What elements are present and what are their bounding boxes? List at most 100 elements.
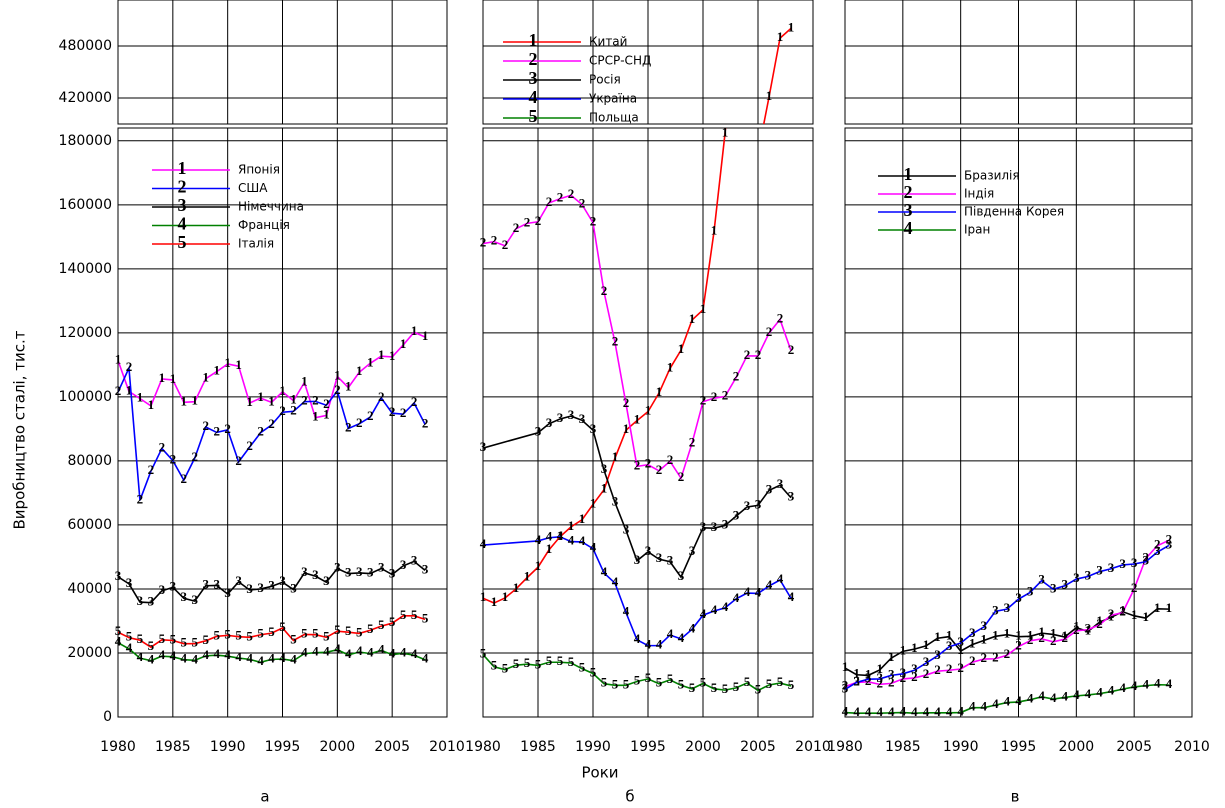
data-marker: 5 <box>755 681 762 696</box>
data-marker: 3 <box>246 581 253 596</box>
data-marker: 2 <box>722 388 729 403</box>
data-marker: 1 <box>1142 609 1149 624</box>
legend-label: Німеччина <box>238 200 304 214</box>
data-marker: 2 <box>356 415 363 430</box>
data-marker: 4 <box>126 640 133 655</box>
data-marker: 4 <box>1062 688 1069 703</box>
data-marker: 2 <box>1119 604 1126 619</box>
series-line <box>483 654 792 692</box>
data-marker: 4 <box>290 652 297 667</box>
series-line <box>118 560 426 604</box>
data-marker: 1 <box>1131 607 1138 622</box>
data-marker: 1 <box>159 370 166 385</box>
data-marker: 3 <box>969 625 976 640</box>
series-line <box>845 544 1170 691</box>
data-marker: 3 <box>1050 580 1057 595</box>
data-marker: 3 <box>535 424 542 439</box>
data-marker: 1 <box>992 627 999 642</box>
data-marker: 5 <box>546 653 553 668</box>
data-marker: 5 <box>301 625 308 640</box>
legend-number: 4 <box>529 87 538 107</box>
plot-frame <box>117 127 448 718</box>
data-marker: 5 <box>257 626 264 641</box>
data-marker: 4 <box>279 650 286 665</box>
data-marker: 4 <box>1108 683 1115 698</box>
data-marker: 1 <box>568 518 575 533</box>
x-tick-label: 1995 <box>630 739 666 755</box>
data-marker: 4 <box>1142 677 1149 692</box>
legend-number: 3 <box>529 68 538 88</box>
y-tick-label: 480000 <box>59 38 112 54</box>
data-marker: 5 <box>711 680 718 695</box>
data-marker: 5 <box>689 680 696 695</box>
data-marker: 3 <box>755 496 762 511</box>
data-marker: 2 <box>411 394 418 409</box>
data-marker: 1 <box>513 580 520 595</box>
data-marker: 1 <box>546 541 553 556</box>
data-marker: 3 <box>546 415 553 430</box>
data-marker: 1 <box>946 628 953 643</box>
x-tick-label: 1980 <box>100 739 136 755</box>
data-marker: 3 <box>733 507 740 522</box>
series-line <box>118 331 426 419</box>
data-marker: 3 <box>1108 560 1115 575</box>
data-marker: 3 <box>137 593 144 608</box>
y-tick-label: 20000 <box>67 645 112 661</box>
legend-number: 4 <box>178 214 187 234</box>
data-marker: 3 <box>279 573 286 588</box>
y-tick-label: 60000 <box>67 517 112 533</box>
data-marker: 5 <box>411 607 418 622</box>
data-marker: 2 <box>422 415 429 430</box>
data-marker: 3 <box>257 580 264 595</box>
data-marker: 2 <box>568 186 575 201</box>
data-marker: 3 <box>957 634 964 649</box>
data-marker: 2 <box>634 457 641 472</box>
data-marker: 3 <box>601 461 608 476</box>
data-marker: 4 <box>900 704 907 719</box>
data-marker: 4 <box>700 606 707 621</box>
data-marker: 3 <box>1131 555 1138 570</box>
data-marker: 3 <box>312 567 319 582</box>
data-marker: 3 <box>1038 572 1045 587</box>
data-marker: 2 <box>268 416 275 431</box>
data-marker: 4 <box>612 574 619 589</box>
data-marker: 4 <box>590 540 597 555</box>
data-marker: 2 <box>934 662 941 677</box>
data-marker: 5 <box>590 664 597 679</box>
data-marker: 5 <box>601 675 608 690</box>
data-marker: 1 <box>645 403 652 418</box>
data-marker: 4 <box>923 704 930 719</box>
data-marker: 2 <box>192 449 199 464</box>
data-marker: 1 <box>1096 613 1103 628</box>
data-marker: 2 <box>1050 633 1057 648</box>
data-marker: 2 <box>876 675 883 690</box>
data-marker: 3 <box>678 568 685 583</box>
data-marker: 3 <box>612 494 619 509</box>
data-marker: 3 <box>689 543 696 558</box>
data-marker: 2 <box>1131 580 1138 595</box>
data-marker: 1 <box>1050 625 1057 640</box>
data-marker: 2 <box>1073 622 1080 637</box>
x-tick-label: 1990 <box>943 739 979 755</box>
data-marker: 1 <box>334 367 341 382</box>
data-marker: 2 <box>170 452 177 467</box>
data-marker: 5 <box>192 635 199 650</box>
x-tick-label: 2005 <box>740 739 776 755</box>
data-marker: 2 <box>137 491 144 506</box>
data-marker: 2 <box>969 653 976 668</box>
data-marker: 1 <box>700 301 707 316</box>
data-marker: 2 <box>323 396 330 411</box>
data-marker: 1 <box>312 409 319 424</box>
data-marker: 4 <box>213 646 220 661</box>
data-marker: 5 <box>378 617 385 632</box>
data-marker: 5 <box>268 624 275 639</box>
data-marker: 2 <box>853 673 860 688</box>
data-marker: 2 <box>148 462 155 477</box>
data-marker: 1 <box>923 637 930 652</box>
data-marker: 5 <box>744 674 751 689</box>
x-tick-label: 1990 <box>210 739 246 755</box>
data-marker: 2 <box>957 660 964 675</box>
data-marker: 5 <box>126 629 133 644</box>
data-marker: 4 <box>546 529 553 544</box>
data-marker: 3 <box>645 543 652 558</box>
